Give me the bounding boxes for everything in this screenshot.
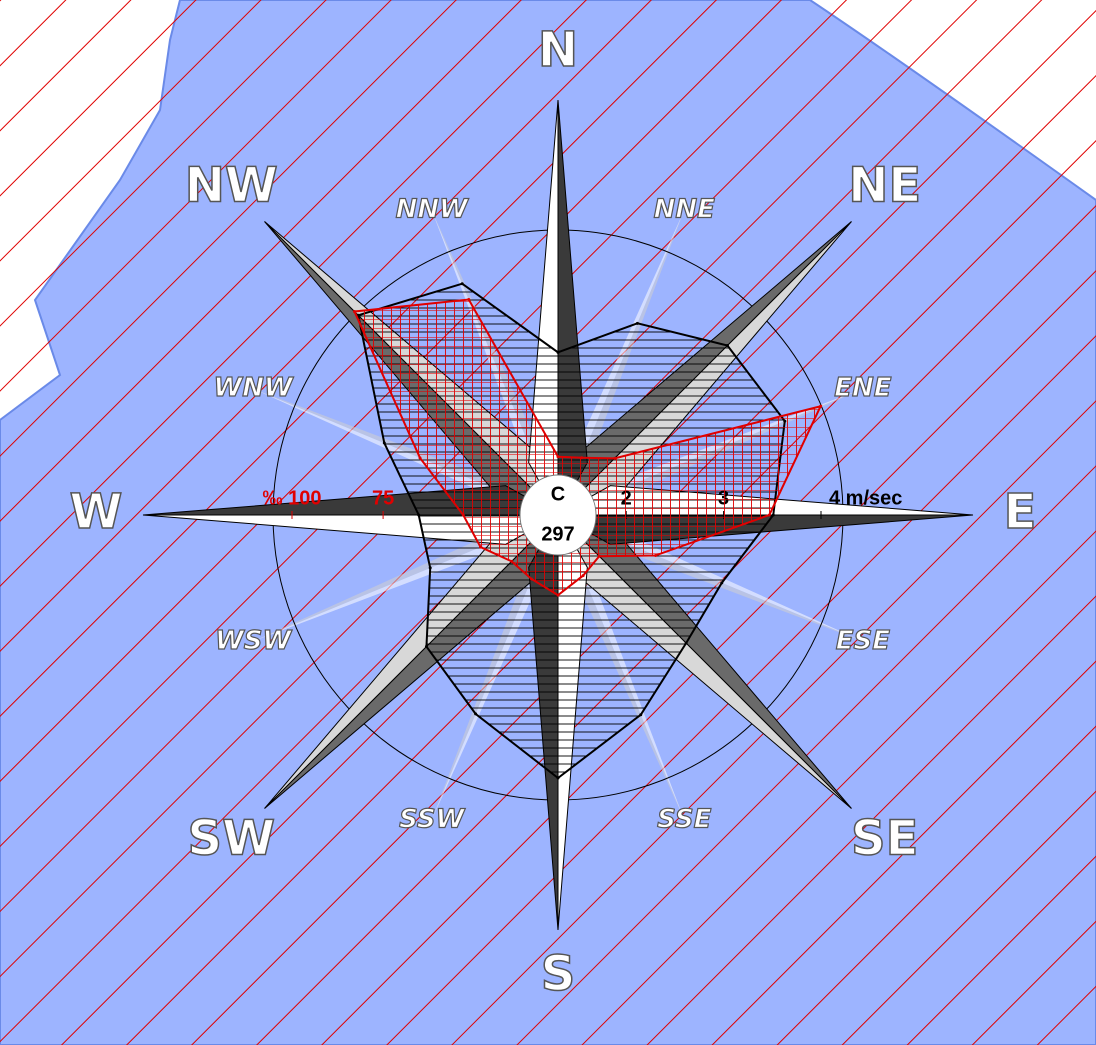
series-vertex bbox=[767, 513, 771, 517]
series-vertex bbox=[597, 554, 601, 558]
direction-label: N bbox=[538, 22, 578, 78]
series-vertex bbox=[510, 559, 514, 563]
minor-direction-label: WNW bbox=[214, 373, 294, 403]
series-vertex bbox=[654, 553, 658, 557]
series-vertex bbox=[479, 545, 483, 549]
series-vertex bbox=[580, 456, 584, 460]
series-vertex bbox=[556, 776, 560, 780]
series-vertex bbox=[720, 581, 724, 585]
direction-label: SW bbox=[188, 811, 276, 867]
series-vertex bbox=[613, 456, 617, 460]
series-vertex bbox=[382, 441, 386, 445]
tick-label: 75 bbox=[372, 487, 394, 509]
tick-label: ‰ 100 bbox=[263, 487, 322, 509]
series-vertex bbox=[418, 456, 422, 460]
series-vertex bbox=[581, 574, 585, 578]
series-vertex bbox=[467, 298, 471, 302]
minor-direction-label: ENE bbox=[834, 373, 892, 403]
series-vertex bbox=[460, 282, 464, 286]
series-vertex bbox=[530, 577, 534, 581]
direction-label: NW bbox=[185, 157, 278, 213]
series-vertex bbox=[771, 513, 775, 517]
series-vertex bbox=[639, 713, 643, 717]
series-vertex bbox=[819, 404, 823, 408]
series-vertex bbox=[428, 566, 432, 570]
plot: NNNENEENEEESESESSESSSWSWWSWWWNWNWNNW234 … bbox=[69, 21, 1037, 1003]
minor-direction-label: SSW bbox=[399, 804, 466, 834]
calm-circle bbox=[519, 474, 597, 556]
series-vertex bbox=[352, 309, 356, 313]
series-vertex bbox=[556, 455, 560, 459]
star-minor-point bbox=[253, 515, 558, 642]
series-vertex bbox=[556, 350, 560, 354]
direction-label: S bbox=[541, 946, 576, 1002]
series-vertex bbox=[684, 641, 688, 645]
series-vertex bbox=[474, 712, 478, 716]
minor-direction-label: NNE bbox=[654, 195, 716, 225]
direction-label: NE bbox=[848, 157, 921, 213]
series-vertex bbox=[417, 513, 421, 517]
series-vertex bbox=[556, 593, 560, 597]
series-vertex bbox=[725, 344, 729, 348]
minor-direction-label: WSW bbox=[215, 626, 292, 656]
direction-label: W bbox=[70, 484, 123, 540]
tick-label: 4 m/sec bbox=[829, 487, 902, 509]
direction-label: E bbox=[1004, 484, 1037, 540]
series-vertex bbox=[424, 645, 428, 649]
series-vertex bbox=[635, 321, 639, 325]
direction-label: SE bbox=[851, 811, 918, 867]
calm-value: 297 bbox=[541, 523, 574, 545]
calm-label: C bbox=[551, 483, 565, 505]
minor-direction-label: NNW bbox=[396, 195, 470, 225]
series-vertex bbox=[461, 513, 465, 517]
minor-direction-label: SSE bbox=[657, 804, 712, 834]
minor-direction-label: ESE bbox=[836, 626, 890, 656]
